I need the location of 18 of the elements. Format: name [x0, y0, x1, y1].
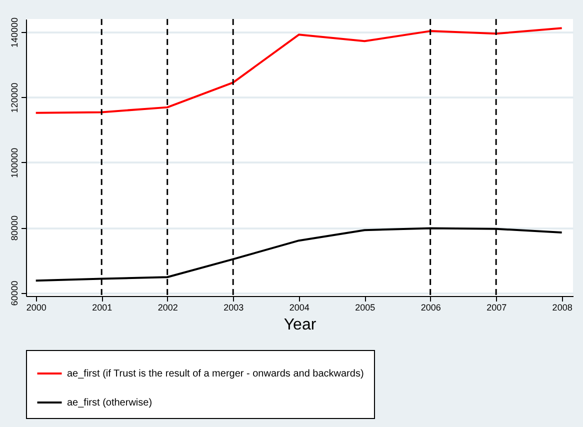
x-tick-label: 2000: [26, 302, 46, 312]
x-tick-label: 2006: [420, 302, 441, 312]
y-tick-label: 100000: [10, 148, 20, 178]
legend-label: ae_first (if Trust is the result of a merger - onwards and backwards): [67, 368, 364, 380]
x-axis-title: Year: [284, 316, 317, 334]
x-tick-label: 2007: [486, 302, 507, 312]
legend-label: ae_first (otherwise): [67, 398, 152, 408]
x-tick-label: 2003: [224, 302, 244, 312]
x-tick-label: 2004: [289, 302, 310, 312]
y-tick-label: 120000: [10, 82, 20, 113]
x-tick-label: 2002: [158, 302, 178, 312]
y-tick-label: 80000: [10, 216, 20, 241]
x-tick-label: 2005: [355, 302, 376, 312]
x-tick-label: 2001: [92, 302, 112, 312]
y-tick-label: 60000: [10, 280, 20, 306]
line-series: [34, 27, 563, 114]
x-tick-label: 2008: [552, 302, 572, 312]
y-tick-label: 140000: [10, 18, 20, 48]
